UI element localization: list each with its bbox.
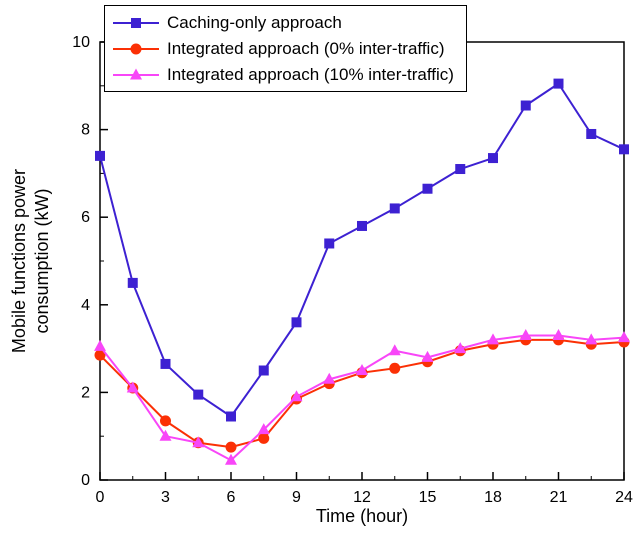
y-tick-label: 8 (81, 122, 90, 139)
legend-marker (130, 68, 142, 79)
data-point (258, 365, 269, 376)
data-point (487, 333, 499, 345)
data-point (226, 411, 236, 422)
data-point (519, 328, 532, 340)
data-point (94, 339, 106, 351)
x-tick-label: 24 (615, 489, 633, 506)
data-point (159, 429, 172, 441)
series-integrated-10 (94, 328, 630, 465)
x-tick-label: 3 (161, 489, 170, 506)
data-point (553, 78, 564, 89)
x-tick-label: 15 (419, 489, 437, 506)
x-tick-label: 21 (550, 489, 568, 506)
legend-item: Caching-only approach (113, 10, 454, 35)
legend-item: Integrated approach (0% inter-traffic) (113, 36, 454, 61)
x-tick-label: 9 (292, 489, 301, 506)
data-point (323, 372, 336, 384)
legend-label: Integrated approach (0% inter-traffic) (167, 38, 445, 58)
data-point (421, 350, 434, 362)
circle-marker-icon (113, 43, 159, 54)
data-point (357, 220, 367, 231)
data-point (422, 183, 433, 194)
data-point (225, 453, 237, 465)
data-point (455, 164, 466, 175)
data-point (388, 344, 401, 356)
legend-label: Integrated approach (10% inter-traffic) (167, 64, 454, 84)
series-line (99, 338, 625, 449)
data-point (552, 328, 565, 340)
data-point (618, 331, 630, 343)
y-tick-label: 0 (81, 472, 90, 489)
data-point (356, 364, 368, 375)
data-point (586, 128, 597, 139)
data-point (324, 238, 335, 249)
data-point (520, 100, 531, 111)
data-point (454, 342, 467, 354)
data-point (291, 317, 302, 328)
y-axis-title-line2: consumption (kW) (32, 188, 52, 334)
data-point (225, 441, 237, 453)
legend-item: Integrated approach (10% inter-traffic) (113, 62, 454, 87)
series-caching-only (95, 78, 629, 422)
x-tick-label: 6 (227, 489, 236, 506)
data-point (193, 389, 204, 400)
series-line (99, 334, 625, 462)
plot-frame (99, 41, 625, 481)
x-tick-label: 12 (353, 489, 371, 506)
y-tick-label: 10 (72, 34, 90, 51)
data-point (290, 390, 303, 402)
legend-marker (130, 43, 142, 54)
data-point (389, 203, 400, 214)
data-point (258, 432, 270, 444)
y-tick-label: 4 (81, 297, 90, 314)
data-point (619, 144, 629, 155)
data-point (126, 381, 139, 393)
legend: Caching-only approach Integrated approach… (104, 5, 467, 92)
data-point (95, 150, 105, 161)
series-integrated-0 (94, 334, 630, 453)
data-point (94, 349, 106, 361)
x-tick-label: 0 (96, 489, 105, 506)
legend-marker (131, 17, 141, 28)
y-axis-title: Mobile functions power consumption (kW) (8, 42, 56, 480)
data-point (488, 153, 498, 164)
data-point (160, 358, 171, 369)
square-marker-icon (113, 17, 159, 28)
data-point (127, 277, 138, 288)
legend-label: Caching-only approach (167, 12, 342, 32)
data-point (257, 423, 270, 435)
triangle-marker-icon (113, 68, 159, 79)
data-point (160, 415, 171, 427)
y-axis-title-line1: Mobile functions power (9, 168, 29, 354)
x-axis-title: Time (hour) (315, 506, 409, 526)
y-tick-label: 6 (81, 209, 90, 226)
data-point (585, 333, 598, 345)
data-point (389, 362, 401, 374)
data-point (192, 436, 205, 448)
y-tick-label: 2 (81, 384, 90, 401)
x-tick-label: 18 (484, 489, 502, 506)
